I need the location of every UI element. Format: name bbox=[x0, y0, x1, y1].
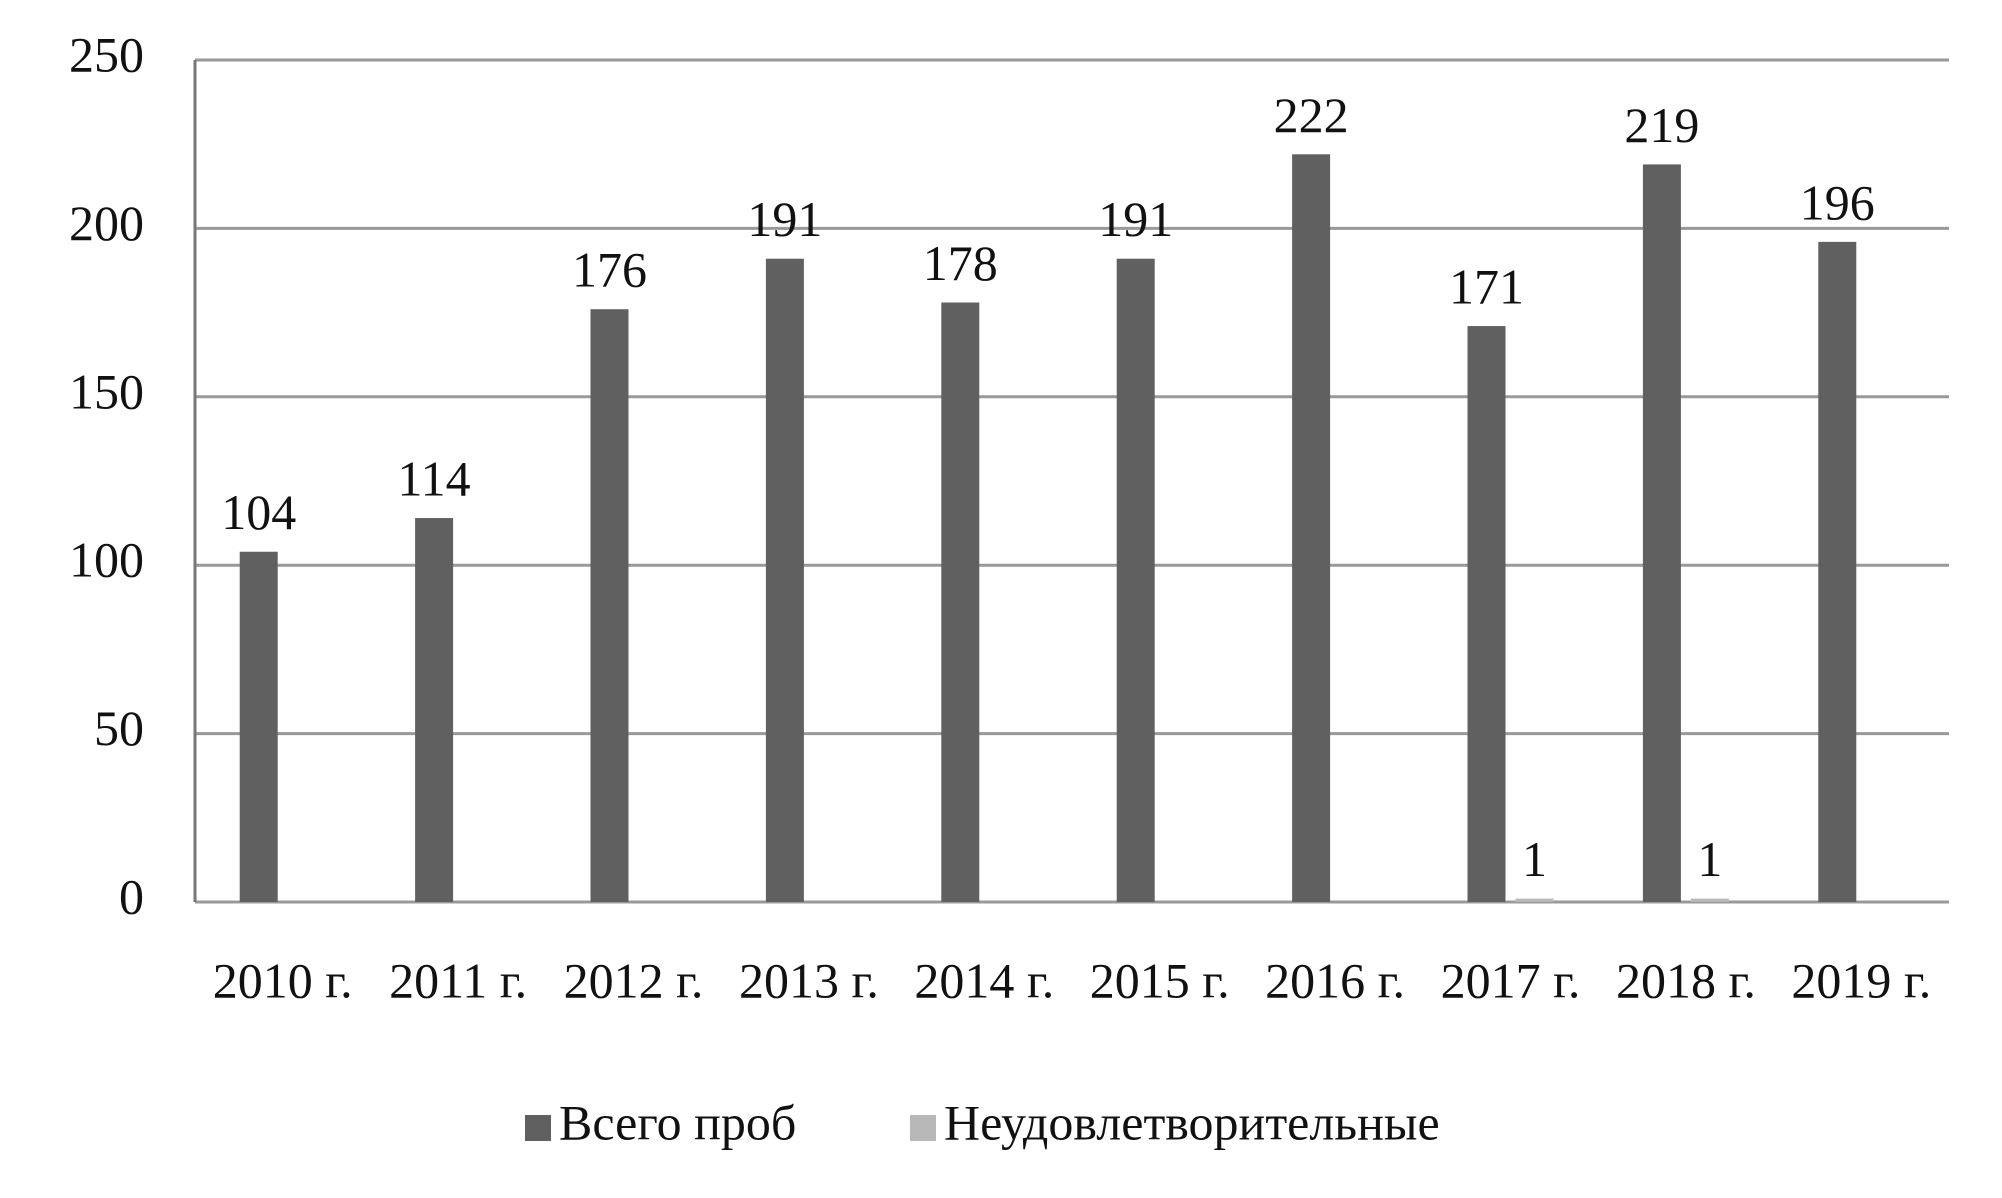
data-label: 171 bbox=[1449, 259, 1524, 315]
bar bbox=[1116, 258, 1155, 902]
data-label: 104 bbox=[221, 484, 296, 540]
data-label: 191 bbox=[747, 191, 822, 247]
y-tick-label: 100 bbox=[69, 532, 144, 588]
data-label: 1 bbox=[1697, 831, 1722, 887]
bar bbox=[415, 518, 454, 902]
x-tick-label: 2016 г. bbox=[1265, 952, 1405, 1008]
bar bbox=[1292, 154, 1331, 902]
data-label: 1 bbox=[1522, 831, 1547, 887]
legend-swatch bbox=[525, 1115, 551, 1141]
x-tick-label: 2010 г. bbox=[213, 952, 353, 1008]
data-label: 178 bbox=[923, 235, 998, 291]
bar bbox=[1467, 326, 1506, 902]
x-tick-label: 2017 г. bbox=[1441, 952, 1581, 1008]
legend-swatch bbox=[910, 1115, 936, 1141]
x-tick-label: 2013 г. bbox=[739, 952, 879, 1008]
x-tick-label: 2019 г. bbox=[1791, 952, 1931, 1008]
bar bbox=[1515, 898, 1554, 902]
data-label: 191 bbox=[1098, 191, 1173, 247]
bar bbox=[1818, 241, 1857, 902]
legend-label: Неудовлетворительные bbox=[944, 1094, 1440, 1150]
data-label: 222 bbox=[1274, 87, 1349, 143]
data-label: 196 bbox=[1800, 174, 1875, 230]
x-tick-label: 2014 г. bbox=[914, 952, 1054, 1008]
bar bbox=[941, 302, 980, 903]
data-label: 219 bbox=[1624, 97, 1699, 153]
y-tick-label: 150 bbox=[69, 363, 144, 419]
data-label: 176 bbox=[572, 242, 647, 298]
x-tick-label: 2011 г. bbox=[389, 952, 527, 1008]
bar bbox=[590, 309, 629, 902]
bar bbox=[1642, 164, 1681, 902]
bar bbox=[1690, 898, 1729, 902]
y-tick-label: 0 bbox=[119, 868, 144, 924]
y-tick-label: 250 bbox=[69, 26, 144, 82]
x-tick-label: 2018 г. bbox=[1616, 952, 1756, 1008]
legend-label: Всего проб bbox=[559, 1094, 796, 1150]
bar bbox=[239, 551, 278, 902]
bar bbox=[765, 258, 804, 902]
y-tick-label: 200 bbox=[69, 195, 144, 251]
y-tick-label: 50 bbox=[94, 700, 144, 756]
x-tick-label: 2015 г. bbox=[1090, 952, 1230, 1008]
x-tick-label: 2012 г. bbox=[564, 952, 704, 1008]
data-label: 114 bbox=[398, 451, 471, 507]
